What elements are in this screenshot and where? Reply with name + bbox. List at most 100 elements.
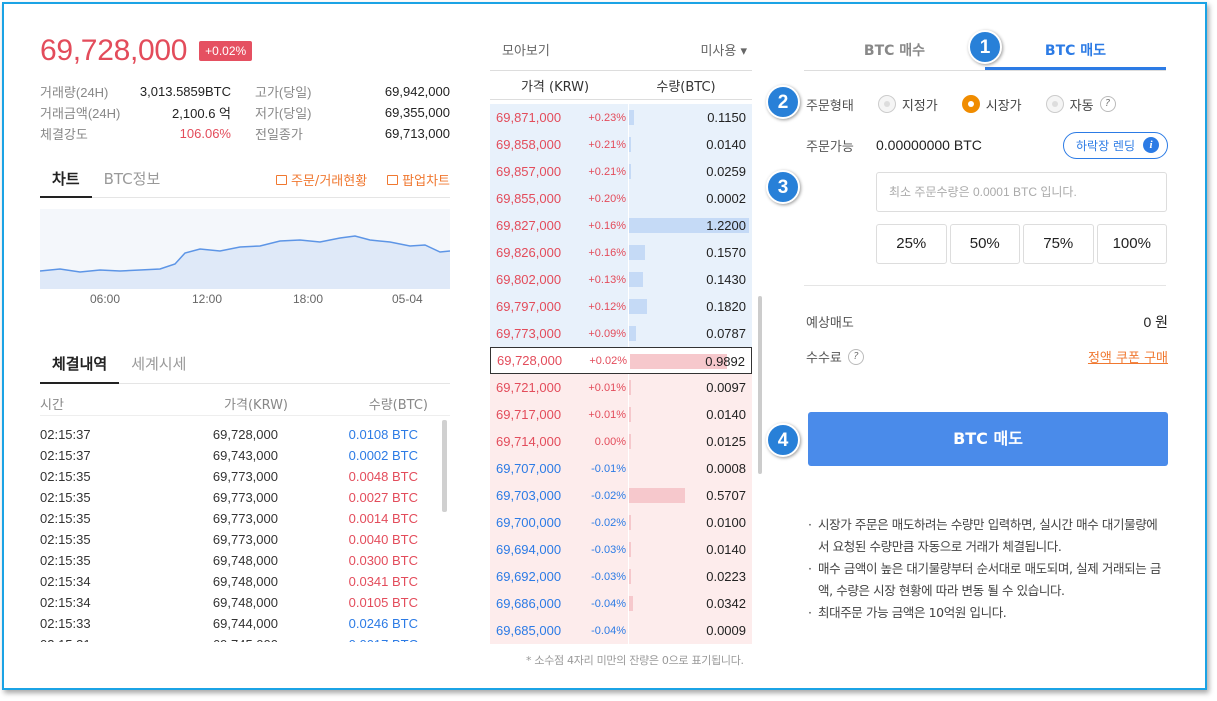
ob-change: +0.01% (588, 381, 626, 394)
ob-volume-cell: 0.0223 (628, 563, 752, 590)
available-row: 주문가능 0.00000000 BTC 하락장 렌딩 i (806, 130, 1168, 160)
orderbook-row[interactable]: 69,797,000 +0.12% 0.1820 (490, 293, 752, 320)
trade-price: 69,728,000 (212, 427, 278, 442)
tab-btc-info[interactable]: BTC정보 (103, 169, 161, 188)
ob-price: 69,703,000 (496, 488, 562, 503)
ob-qty: 0.5707 (706, 488, 746, 503)
pct-50-button[interactable]: 50% (949, 224, 1020, 264)
info-icon: i (1143, 137, 1159, 153)
popup-chart-link[interactable]: 팝업차트 (387, 170, 450, 189)
pct-100-button[interactable]: 100% (1096, 224, 1167, 264)
trade-price: 69,745,000 (140, 637, 278, 642)
lending-button[interactable]: 하락장 렌딩 i (1062, 131, 1168, 159)
ob-price: 69,700,000 (496, 515, 562, 530)
ob-volume-cell: 0.0787 (628, 320, 752, 347)
help-icon[interactable]: ? (847, 348, 864, 365)
tab-sell[interactable]: BTC 매도 (985, 36, 1166, 70)
orderbook-row[interactable]: 69,827,000 +0.16% 1.2200 (490, 212, 752, 239)
trade-qty: 0.0027 BTC (348, 490, 418, 505)
tab-world-price[interactable]: 세계시세 (131, 355, 187, 373)
orderbook-row[interactable]: 69,855,000 +0.20% 0.0002 (490, 185, 752, 212)
tab-chart[interactable]: 차트 (40, 162, 92, 198)
ob-volume-bar (629, 110, 634, 125)
orderbook-row[interactable]: 69,802,000 +0.13% 0.1430 (490, 266, 752, 293)
ob-volume-cell: 0.0097 (628, 374, 752, 401)
col-price: 가격(KRW) (224, 398, 288, 413)
ob-volume-bar (630, 354, 728, 369)
orderbook-row[interactable]: 69,707,000 -0.01% 0.0008 (490, 455, 752, 482)
ob-volume-cell: 0.0342 (628, 590, 752, 617)
trade-list-scrollbar[interactable] (442, 420, 447, 512)
order-status-link[interactable]: 주문/거래현황 (276, 170, 367, 189)
orderbook-row[interactable]: 69,692,000 -0.03% 0.0223 (490, 563, 752, 590)
trade-time: 02:15:35 (40, 469, 91, 484)
stat-label: 거래량(24H) (40, 85, 109, 100)
ob-qty: 0.0100 (706, 515, 746, 530)
orderbook-row[interactable]: 69,700,000 -0.02% 0.0100 (490, 509, 752, 536)
sell-submit-button[interactable]: BTC 매도 (808, 412, 1168, 466)
grouping-select[interactable]: 미사용 ▾ (700, 44, 747, 59)
ob-qty: 0.0342 (706, 596, 746, 611)
orderbook-row[interactable]: 69,703,000 -0.02% 0.5707 (490, 482, 752, 509)
ob-qty: 0.0259 (706, 164, 746, 179)
fee-label: 수수료 (806, 351, 842, 366)
ob-change: 0.00% (594, 435, 626, 448)
orderbook-row[interactable]: 69,826,000 +0.16% 0.1570 (490, 239, 752, 266)
orderbook-row[interactable]: 69,857,000 +0.21% 0.0259 (490, 158, 752, 185)
ob-volume-cell: 0.1150 (628, 104, 752, 131)
orderbook-row[interactable]: 69,773,000 +0.09% 0.0787 (490, 320, 752, 347)
radio-auto[interactable]: 자동? (1045, 95, 1116, 114)
orderbook-row[interactable]: 69,871,000 +0.23% 0.1150 (490, 104, 752, 131)
tab-buy[interactable]: BTC 매수 (863, 43, 926, 59)
percent-buttons: 25% 50% 75% 100% (876, 224, 1167, 264)
ob-price: 69,855,000 (496, 191, 562, 206)
note-item: 시장가 주문은 매도하려는 수량만 입력하면, 실시간 매수 대기물량에서 요청… (806, 514, 1168, 558)
ob-qty: 0.0140 (706, 542, 746, 557)
ob-volume-bar (629, 272, 644, 287)
orderbook-row[interactable]: 69,686,000 -0.04% 0.0342 (490, 590, 752, 617)
estimate-row: 예상매도 0 원 (806, 312, 1168, 332)
x-tick: 05-04 (392, 292, 423, 306)
orderbook-row[interactable]: 69,717,000 +0.01% 0.0140 (490, 401, 752, 428)
ob-change: +0.23% (588, 111, 626, 124)
ob-volume-cell: 1.2200 (628, 212, 752, 239)
orderbook-scrollbar[interactable] (758, 296, 762, 474)
ob-change: -0.03% (591, 543, 626, 556)
ob-volume-bar (629, 380, 631, 395)
pct-75-button[interactable]: 75% (1023, 224, 1094, 264)
stat-row: 거래량(24H) 3,013.5859BTC 고가(당일) 69,942,000 (40, 81, 450, 102)
ob-volume-cell: 0.0140 (628, 131, 752, 158)
ob-qty: 0.0009 (706, 623, 746, 638)
orderbook-row[interactable]: 69,858,000 +0.21% 0.0140 (490, 131, 752, 158)
orderbook-row[interactable]: 69,728,000 +0.02% 0.9892 (490, 347, 752, 374)
orderbook-row[interactable]: 69,714,000 0.00% 0.0125 (490, 428, 752, 455)
ob-price: 69,721,000 (496, 380, 562, 395)
ob-volume-bar (629, 407, 631, 422)
trade-row: 02:15:34 69,748,000 0.0341 BTC (40, 571, 450, 592)
orderbook-row[interactable]: 69,694,000 -0.03% 0.0140 (490, 536, 752, 563)
orderbook-row[interactable]: 69,685,000 -0.04% 0.0009 (490, 617, 752, 644)
ob-volume-bar (629, 434, 631, 449)
x-tick: 18:00 (293, 292, 324, 306)
quantity-input[interactable]: 최소 주문수량은 0.0001 BTC 입니다. (876, 172, 1167, 212)
order-tabs: BTC 매수 BTC 매도 (804, 36, 1166, 71)
estimate-value: 0 원 (1143, 314, 1168, 330)
tab-trade-history[interactable]: 체결내역 (40, 346, 120, 384)
ob-price: 69,802,000 (496, 272, 562, 287)
stat-value: 69,713,000 (384, 126, 450, 141)
stat-label: 고가(당일) (255, 85, 312, 100)
stat-value: 69,942,000 (384, 84, 450, 99)
ob-volume-bar (629, 569, 632, 584)
coupon-link[interactable]: 정액 쿠폰 구매 (1087, 351, 1168, 366)
radio-market[interactable]: 시장가 (961, 95, 1022, 114)
price-chart[interactable] (39, 209, 451, 289)
pct-25-button[interactable]: 25% (876, 224, 947, 264)
orderbook-row[interactable]: 69,721,000 +0.01% 0.0097 (490, 374, 752, 401)
x-tick: 06:00 (90, 292, 121, 306)
help-icon[interactable]: ? (1099, 96, 1116, 112)
ob-volume-cell: 0.0125 (628, 428, 752, 455)
orderbook-header: 가격 (KRW) 수량(BTC) (490, 70, 752, 100)
view-mode-label: 모아보기 (502, 44, 550, 59)
radio-limit[interactable]: 지정가 (877, 95, 938, 114)
ob-change: +0.21% (588, 165, 626, 178)
